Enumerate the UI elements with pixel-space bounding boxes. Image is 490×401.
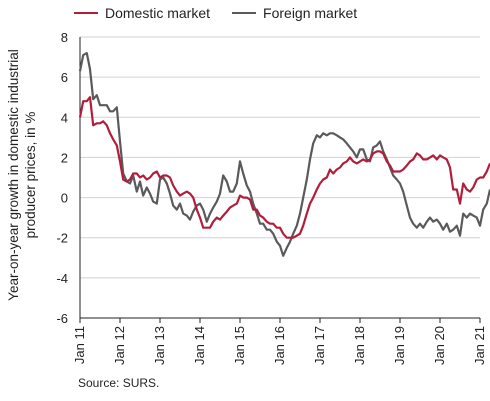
x-tick-label: Jan 18 (352, 326, 367, 365)
x-tick-label: Jan 19 (392, 326, 407, 365)
y-tick-label: -2 (56, 231, 68, 246)
x-tick-label: Jan 21 (472, 326, 487, 365)
legend-label-domestic: Domestic market (105, 5, 211, 21)
y-tick-label: -6 (56, 311, 68, 326)
series-line-foreign (78, 52, 490, 257)
legend-swatch-foreign (232, 11, 257, 15)
x-tick-label: Jan 12 (112, 326, 127, 365)
x-tick-label: Jan 13 (152, 326, 167, 365)
x-tick-label: Jan 17 (312, 326, 327, 365)
y-tick-label: 0 (61, 191, 68, 206)
legend: Domestic market Foreign market (74, 5, 357, 21)
y-tick-label: 4 (61, 110, 68, 125)
source-note: Source: SURS. (78, 376, 160, 390)
x-tick-label: Jan 16 (272, 326, 287, 365)
series-line-domestic (78, 96, 490, 239)
y-tick-label: 2 (61, 150, 68, 165)
y-tick-label: -4 (56, 271, 68, 286)
legend-item-domestic: Domestic market (74, 5, 210, 21)
legend-item-foreign: Foreign market (232, 5, 357, 21)
x-tick-label: Jan 14 (192, 326, 207, 365)
y-tick-label: 8 (61, 30, 68, 45)
y-tick-label: 6 (61, 70, 68, 85)
x-tick-label: Jan 11 (72, 326, 87, 364)
x-tick-label: Jan 15 (232, 326, 247, 365)
legend-label-foreign: Foreign market (263, 5, 358, 21)
legend-swatch-domestic (74, 11, 98, 15)
x-tick-label: Jan 20 (432, 326, 447, 365)
